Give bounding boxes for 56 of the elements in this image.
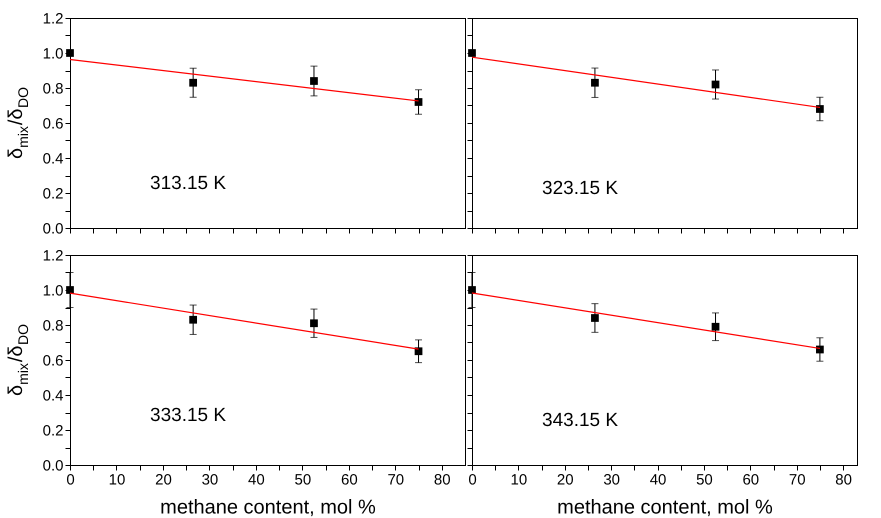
y-axis-title: δmix/δDO — [5, 86, 31, 160]
x-tick-label: 10 — [108, 472, 126, 488]
point — [816, 346, 824, 354]
x-tick-label: 40 — [650, 472, 666, 488]
x-tick-label: 50 — [696, 472, 713, 488]
y-tick-label: 0.2 — [42, 422, 64, 440]
point — [189, 78, 198, 87]
x-tick-label: 30 — [202, 472, 218, 488]
y-tick-label: 1.2 — [42, 10, 64, 28]
x-tick-label: 60 — [742, 472, 760, 488]
y-tick-label: 0.8 — [42, 318, 64, 334]
x-tick-label: 10 — [510, 472, 528, 488]
point — [591, 78, 599, 87]
annotation: 333.15 K — [150, 405, 226, 426]
annotation: 323.15 K — [542, 178, 618, 199]
point — [189, 316, 198, 324]
x-tick-label: 30 — [603, 472, 620, 488]
x-tick-label: 20 — [556, 472, 574, 488]
x-tick-label: 20 — [155, 472, 172, 488]
x-tick-label: 70 — [387, 472, 404, 488]
y-axis-title: δmix/δDO — [5, 324, 31, 396]
y-tick-label: 0.0 — [42, 220, 64, 238]
x-tick-label: 0 — [468, 472, 477, 488]
x-tick-label: 50 — [294, 472, 312, 488]
annotation: 313.15 K — [150, 173, 226, 194]
point — [712, 322, 720, 331]
y-tick-label: 0.2 — [42, 186, 64, 202]
y-tick-label: 1.2 — [42, 248, 64, 264]
x-tick-label: 80 — [835, 472, 852, 488]
y-tick-label: 0.8 — [42, 80, 64, 98]
y-tick-label: 1.0 — [42, 46, 64, 62]
y-tick-label: 0.6 — [42, 116, 64, 132]
point — [468, 49, 476, 57]
y-tick-label: 1.0 — [42, 282, 64, 300]
y-tick-label: 0.4 — [42, 388, 64, 404]
x-tick-label: 0 — [66, 472, 75, 488]
point — [310, 319, 318, 328]
point — [712, 80, 720, 88]
point — [310, 77, 318, 85]
x-tick-label: 40 — [248, 472, 265, 488]
point — [468, 286, 476, 294]
x-tick-label: 80 — [434, 472, 451, 488]
point — [66, 286, 74, 294]
x-axis-title: methane content, mol % — [160, 496, 376, 518]
x-tick-label: 60 — [340, 472, 358, 488]
x-axis-title: methane content, mol % — [557, 496, 774, 518]
point — [816, 105, 824, 113]
y-tick-label: 0.0 — [42, 458, 64, 474]
point — [591, 314, 599, 322]
x-tick-label: 70 — [788, 472, 806, 488]
annotation: 343.15 K — [542, 410, 618, 431]
y-tick-label: 0.6 — [42, 352, 64, 370]
point — [66, 49, 74, 57]
point — [414, 347, 422, 356]
y-tick-label: 0.4 — [42, 150, 64, 168]
point — [414, 98, 422, 106]
